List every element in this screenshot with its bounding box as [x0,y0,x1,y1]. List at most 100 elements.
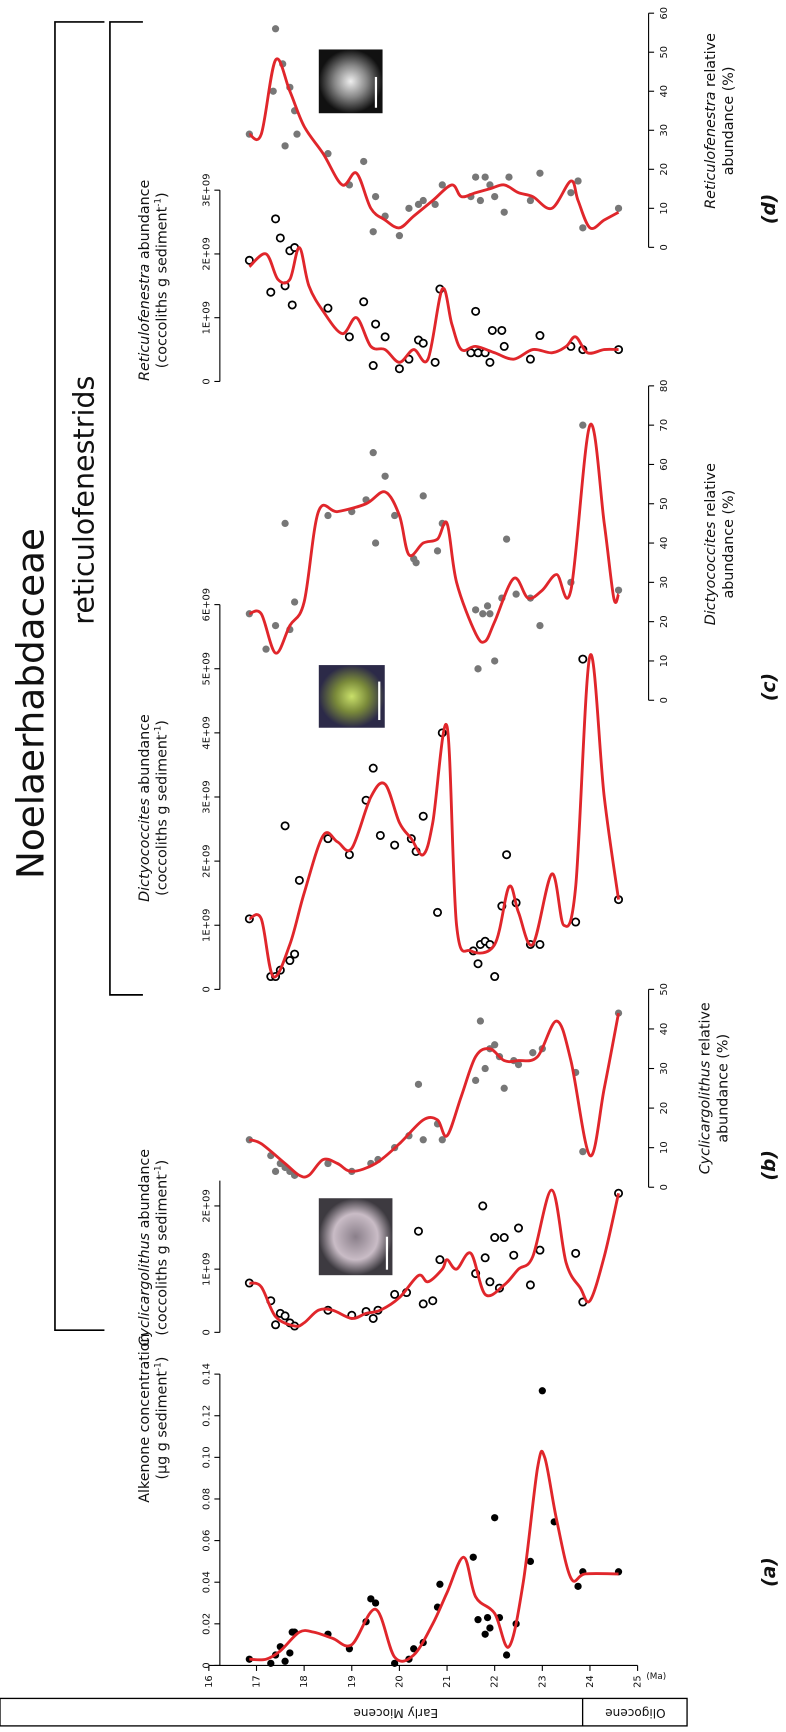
axis-title-part: Cyclicargolithus [698,1060,714,1174]
data-point [527,1281,534,1288]
data-point [515,1224,522,1231]
y-tick-label: 0.12 [202,1405,213,1427]
axis-title: abundance (%) [721,490,737,599]
family-label: Noelaerhabdaceae [8,528,52,879]
y2-tick-label: 30 [659,576,670,589]
data-point [484,602,491,609]
data-point [434,547,441,554]
data-point [293,131,300,138]
data-point [281,520,288,527]
data-point [579,1148,586,1155]
y-tick-label: 2E+09 [202,1189,213,1222]
data-point [291,950,298,957]
data-point [267,1660,274,1667]
data-point [536,1247,543,1254]
data-point [412,559,419,566]
data-point [372,1599,379,1606]
axis-title: abundance (%) [721,67,737,176]
y-tick-label: 1E+09 [202,301,213,334]
data-point [420,197,427,204]
data-point [432,359,439,366]
data-point [472,173,479,180]
axis-title-part: relative [698,1002,714,1061]
axis-title-part: abundance [137,714,153,798]
axis-title-part: ) [155,1160,171,1166]
trend-curve [249,655,618,977]
y2-tick-label: 40 [659,537,670,550]
data-point [470,1554,477,1561]
axis-title: Cyclicargolithus abundance [137,1149,153,1347]
data-point [472,1077,479,1084]
data-point [536,170,543,177]
epoch-label: Early Miocene [353,1706,438,1720]
panel-label: (b) [759,1150,780,1180]
data-point [372,539,379,546]
axis-title-part: (coccoliths g sediment [155,206,171,368]
data-point [272,622,279,629]
data-point [529,1049,536,1056]
y2-tick-label: 0 [659,697,670,703]
data-point [262,646,269,653]
x-tick-label: 19 [347,1675,358,1688]
y-tick-label: 3E+09 [202,780,213,813]
y2-tick-label: 40 [659,85,670,98]
data-point [491,973,498,980]
data-point [536,941,543,948]
page: {"groups": {"family": "Noelaerhabdaceae"… [0,0,786,1732]
axis-title-part: relative [703,33,719,92]
y2-tick-label: 20 [659,1102,670,1115]
axis-title-part: (coccoliths g sediment [155,1174,171,1336]
axis-title-part: Reticulofenestra [703,92,719,209]
data-point [482,1254,489,1261]
data-point [272,25,279,32]
y-tick-label: 5E+09 [202,652,213,685]
axis-title-part: abundance (%) [715,1034,731,1143]
data-point [505,173,512,180]
y2-tick-label: 0 [659,244,670,250]
y2-tick-label: 50 [659,46,670,59]
x-tick-label: 25 [633,1675,644,1688]
data-point [579,422,586,429]
data-point [296,877,303,884]
data-point [377,832,384,839]
data-point [572,918,579,925]
data-point [501,1234,508,1241]
axis-title-part: -1 [153,1165,163,1174]
data-point [281,822,288,829]
axis-title-part: Reticulofenestra [137,264,153,381]
y-tick-label: 0 [202,378,213,384]
trend-curve [249,1013,618,1177]
data-point [281,1312,288,1319]
data-point [396,232,403,239]
data-point [415,1081,422,1088]
data-point [372,320,379,327]
data-point [277,234,284,241]
y-tick-label: 0.10 [202,1446,213,1468]
data-point [370,228,377,235]
micrograph [319,1198,393,1275]
data-point [405,205,412,212]
data-point [429,1297,436,1304]
data-point [574,1583,581,1590]
trend-curve [249,424,618,653]
y2-tick-label: 60 [659,458,670,471]
y2-tick-label: 70 [659,419,670,432]
y-tick-label: 3E+09 [202,173,213,206]
data-point [381,333,388,340]
x-tick-label: 18 [299,1675,310,1688]
axis-title: abundance (%) [715,1034,731,1143]
trend-curve [249,1451,618,1661]
data-point [370,362,377,369]
axis-title-part: abundance (%) [721,490,737,599]
data-point [286,1649,293,1656]
figure-body: Noelaerhabdaceae reticulofenestrids Earl… [0,7,780,1726]
y-tick-label: 0.08 [202,1488,213,1510]
data-point [501,209,508,216]
data-point [512,591,519,598]
y-tick-label: 2E+09 [202,844,213,877]
data-point [439,181,446,188]
y2-tick-label: 50 [659,983,670,996]
data-point [491,193,498,200]
data-point [434,909,441,916]
data-point [479,610,486,617]
